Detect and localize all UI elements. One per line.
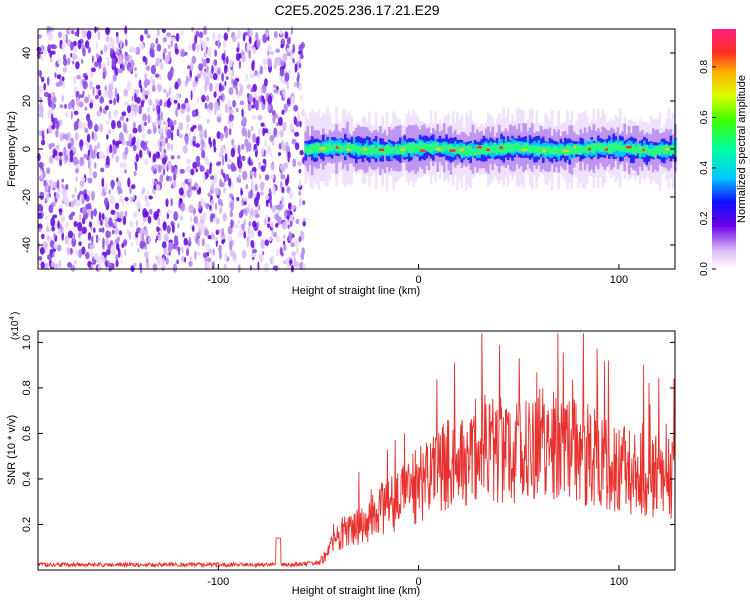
snr-y-tick-label: 0.4 <box>21 471 33 486</box>
spectrogram-x-tick-label: 0 <box>416 274 422 286</box>
spectrogram-x-tick-label: 100 <box>610 274 628 286</box>
spectrogram-x-ticks: -100 0 100 <box>207 264 628 286</box>
snr-x-tick-label: -100 <box>207 576 229 588</box>
spectrogram-y-tick-label: -20 <box>21 189 33 205</box>
spectrogram-y-label: Frequency (Hz) <box>6 111 18 187</box>
snr-y-scale: (x10 4 ) <box>9 312 21 340</box>
colorbar: 0.0 0.2 0.4 0.6 0.8 Normalized spectral ampl… <box>699 29 748 276</box>
snr-y-tick-label: 1.0 <box>21 335 33 350</box>
colorbar-tick-label: 0.6 <box>699 110 710 124</box>
snr-y-tick-label: 0.2 <box>21 517 33 532</box>
snr-y-tick-label: 0.8 <box>21 380 33 395</box>
snr-panel: -100 0 100 0.2 0.4 0.6 0.8 1.0 Height of strai… <box>6 312 676 597</box>
colorbar-tick-label: 0.2 <box>699 211 710 225</box>
spectrogram-y-tick-label: 20 <box>21 95 33 107</box>
snr-y-scale-close: ) <box>10 312 21 315</box>
snr-y-scale-base: (x10 <box>10 320 21 340</box>
snr-x-tick-label: 100 <box>610 576 628 588</box>
snr-y-tick-label: 0.6 <box>21 426 33 441</box>
spectrogram-y-tick-label: -40 <box>21 237 33 253</box>
colorbar-tick-label: 0.8 <box>699 60 710 74</box>
snr-series-line <box>37 333 676 569</box>
colorbar-label: Normalized spectral amplitude <box>736 75 748 223</box>
colorbar-ticks: 0.0 0.2 0.4 0.6 0.8 <box>699 60 716 276</box>
colorbar-gradient <box>712 29 736 269</box>
snr-y-scale-exp: 4 <box>9 316 16 320</box>
figure-title: C2E5.2025.236.17.21.E29 <box>274 2 439 18</box>
snr-x-tick-label: 0 <box>416 576 422 588</box>
spectrogram-x-tick-label: -100 <box>207 274 229 286</box>
spectrogram-panel: -100 0 100 -40 -20 0 20 40 Height of straight … <box>6 25 677 297</box>
snr-y-label: SNR (10 * v/v) <box>6 415 18 485</box>
snr-y-ticks: 0.2 0.4 0.6 0.8 1.0 <box>21 335 675 532</box>
spectrogram-y-ticks: -40 -20 0 20 40 <box>21 47 675 253</box>
signal-band <box>304 106 677 192</box>
colorbar-tick-label: 0.0 <box>699 262 710 276</box>
spectrogram-y-tick-label: 40 <box>21 47 33 59</box>
snr-x-label: Height of straight line (km) <box>292 585 420 597</box>
snr-x-ticks: -100 0 100 <box>207 565 628 588</box>
colorbar-tick-label: 0.4 <box>699 161 710 175</box>
noise-speckle-region <box>36 25 307 274</box>
spectrogram-y-tick-label: 0 <box>21 146 33 152</box>
snr-frame <box>37 330 676 571</box>
spectrogram-x-label: Height of straight line (km) <box>292 285 420 297</box>
